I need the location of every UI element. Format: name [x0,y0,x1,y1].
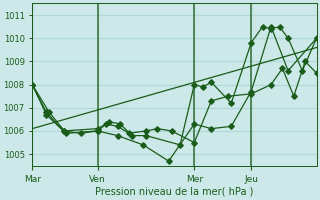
X-axis label: Pression niveau de la mer( hPa ): Pression niveau de la mer( hPa ) [95,187,253,197]
